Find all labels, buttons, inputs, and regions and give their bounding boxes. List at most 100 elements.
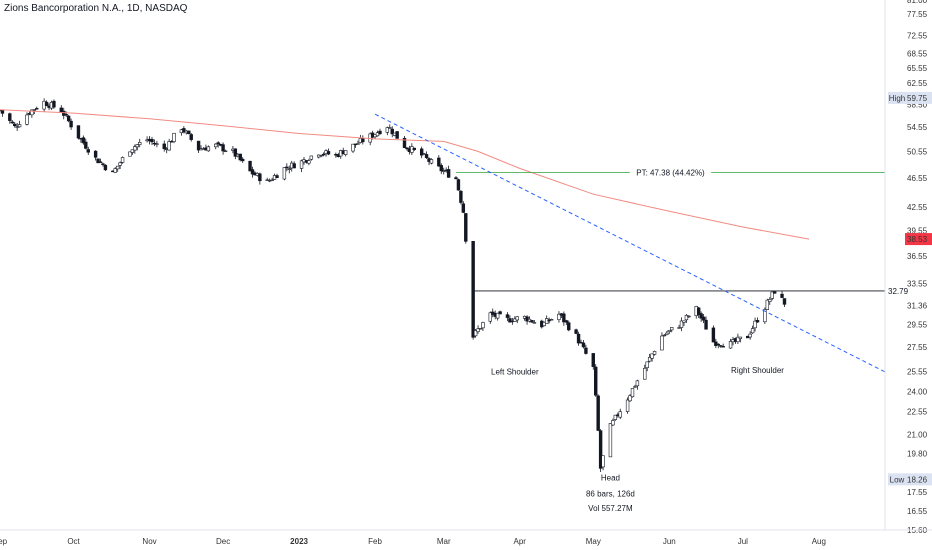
price-badge-value: 59.75 <box>907 94 928 103</box>
candle-body <box>738 336 743 339</box>
candle-body <box>375 132 380 137</box>
candle-body <box>473 330 478 337</box>
candle-body <box>395 131 399 139</box>
price-badge-label-bg <box>888 91 906 104</box>
candle-body <box>162 143 166 150</box>
candle-body <box>670 327 674 331</box>
candle-body <box>611 420 615 426</box>
price-tick-label: 29.55 <box>907 320 928 329</box>
candle-body <box>388 127 392 129</box>
candle-body <box>32 109 37 111</box>
candle-body <box>351 143 355 152</box>
time-tick-label: Oct <box>67 537 80 546</box>
candle-body <box>505 314 510 318</box>
candle-body <box>564 320 569 323</box>
candle-body <box>471 241 475 338</box>
candle-body <box>258 173 262 182</box>
candle-body <box>405 147 409 150</box>
candle-body <box>461 203 466 213</box>
candle-body <box>155 143 159 145</box>
candle-body <box>76 125 81 139</box>
trendline <box>374 113 886 373</box>
price-tick-label: 31.36 <box>907 301 928 310</box>
candle-body <box>343 150 348 155</box>
candle-body <box>118 162 122 166</box>
price-tick-label: 36.55 <box>907 252 928 261</box>
time-tick-label: Jun <box>663 537 676 546</box>
price-tick-label: 19.80 <box>907 449 928 458</box>
candle-body <box>618 411 622 418</box>
candle-body <box>101 163 105 165</box>
price-tick-label: 42.55 <box>907 203 928 212</box>
candle-body <box>115 165 120 170</box>
price-badge-bg <box>905 473 932 486</box>
candle-body <box>598 430 603 469</box>
price-tick-label: 27.55 <box>907 343 928 352</box>
candle-body <box>530 320 534 323</box>
candle-body <box>476 328 480 332</box>
candle-body <box>93 150 98 158</box>
candle-body <box>307 160 311 164</box>
price-axis[interactable]: 81.00 77.55 72.55 68.55 65.55 62.55 58.50 54.55… <box>884 0 932 535</box>
candle-body <box>17 124 22 128</box>
candle-body <box>782 298 787 305</box>
time-tick-label: May <box>586 537 601 546</box>
candle-body <box>667 329 671 332</box>
price-badge-label: Low <box>890 475 905 484</box>
candle-body <box>356 143 360 145</box>
candle-body <box>309 155 314 160</box>
price-badge-value: 18.26 <box>907 475 928 484</box>
price-tick-label: 81.00 <box>907 0 928 5</box>
candle-body <box>86 149 90 153</box>
candle-body <box>429 159 434 164</box>
candle-body <box>189 134 193 140</box>
horizontal-line-label: PT: 47.38 (44.42%) <box>636 169 705 178</box>
candle-body <box>81 137 86 144</box>
candle-body <box>8 113 12 121</box>
candle-body <box>69 120 73 128</box>
time-tick-label: Sep <box>0 537 8 546</box>
candle-body <box>647 357 652 362</box>
candle-body <box>437 157 441 167</box>
candle-body <box>532 322 537 324</box>
candle-body <box>439 165 443 172</box>
price-tick-label: 17.55 <box>907 488 928 497</box>
candle-body <box>488 312 493 322</box>
candle-body <box>584 347 588 354</box>
candle-body <box>594 366 598 396</box>
time-axis[interactable]: Sep Oct Nov Dec 2023 Feb Mar Apr May Jun Jul Aug <box>0 529 932 546</box>
drawing-overlay: PT: 47.38 (44.42%) 32.79 Left Shoulder Head… <box>0 109 909 513</box>
candle-body <box>270 179 274 182</box>
candle-body <box>665 332 669 335</box>
candle-body <box>613 414 618 420</box>
candle-body <box>679 320 684 328</box>
candle-body <box>696 307 701 315</box>
price-tick-label: 16.55 <box>907 507 928 516</box>
candle-body <box>167 141 171 151</box>
candle-body <box>495 312 500 319</box>
price-tick-label: 72.55 <box>907 31 928 40</box>
price-tick-label: 50.55 <box>907 148 928 157</box>
candle-body <box>172 132 176 142</box>
candle-body <box>456 179 461 191</box>
candle-body <box>562 313 566 323</box>
price-tick-label: 33.55 <box>907 280 928 289</box>
candle-body <box>13 123 17 126</box>
candle-body <box>103 164 108 171</box>
candle-body <box>128 151 132 157</box>
candle-body <box>25 114 29 125</box>
candle-body <box>66 115 71 122</box>
plot-area[interactable] <box>0 98 787 472</box>
candle-body <box>233 148 238 157</box>
candle-body <box>187 130 191 134</box>
candle-body <box>687 315 691 318</box>
candle-body <box>150 138 154 143</box>
candle-body <box>515 316 519 321</box>
candle-body <box>84 141 88 149</box>
candle-body <box>238 153 242 161</box>
price-tick-label: 22.55 <box>907 407 928 416</box>
price-badge-label: High <box>889 94 905 103</box>
candle-body <box>628 395 632 402</box>
horizontal-line-label-bg <box>629 167 712 178</box>
